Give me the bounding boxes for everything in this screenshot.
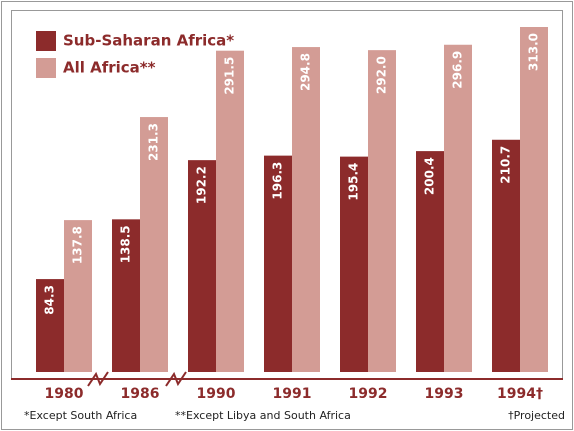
value-label: 296.9 bbox=[451, 51, 465, 89]
x-tick-label: 1992 bbox=[349, 386, 388, 402]
value-label: 210.7 bbox=[499, 146, 513, 184]
value-label: 138.5 bbox=[119, 225, 133, 263]
bar bbox=[444, 44, 472, 373]
x-tick-label: 1994† bbox=[497, 386, 543, 402]
bar bbox=[64, 220, 92, 372]
legend-label: Sub-Saharan Africa* bbox=[63, 32, 234, 50]
x-tick-label: 1980 bbox=[45, 386, 84, 402]
axis-break bbox=[165, 371, 187, 387]
value-label: 196.3 bbox=[271, 162, 285, 200]
bar bbox=[216, 50, 244, 372]
x-tick-label: 1993 bbox=[425, 386, 464, 402]
value-label: 313.0 bbox=[527, 33, 541, 71]
value-label: 84.3 bbox=[43, 285, 57, 315]
value-label: 195.4 bbox=[347, 163, 361, 201]
bar bbox=[188, 160, 216, 372]
footnote: *Except South Africa bbox=[24, 409, 137, 422]
value-label: 137.8 bbox=[71, 226, 85, 264]
x-tick-label: 1991 bbox=[273, 386, 312, 402]
bar bbox=[140, 117, 168, 372]
bar bbox=[368, 50, 396, 372]
value-label: 291.5 bbox=[223, 57, 237, 95]
bar bbox=[264, 155, 292, 372]
value-label: 231.3 bbox=[147, 123, 161, 161]
legend-label: All Africa** bbox=[63, 59, 156, 77]
bar bbox=[36, 279, 64, 372]
legend-swatch bbox=[36, 31, 56, 51]
footnote: †Projected bbox=[508, 409, 565, 422]
legend-swatch bbox=[36, 58, 56, 78]
value-label: 200.4 bbox=[423, 157, 437, 195]
bar bbox=[520, 27, 548, 372]
bar bbox=[492, 139, 520, 372]
x-tick-label: 1986 bbox=[121, 386, 160, 402]
bar bbox=[416, 151, 444, 372]
footnote: **Except Libya and South Africa bbox=[175, 409, 351, 422]
value-label: 192.2 bbox=[195, 166, 209, 204]
bar bbox=[292, 47, 320, 373]
x-tick-label: 1990 bbox=[197, 386, 236, 402]
value-label: 294.8 bbox=[299, 53, 313, 91]
axis-break bbox=[87, 371, 109, 387]
bar bbox=[340, 156, 368, 372]
value-label: 292.0 bbox=[375, 56, 389, 94]
bar bbox=[112, 219, 140, 372]
